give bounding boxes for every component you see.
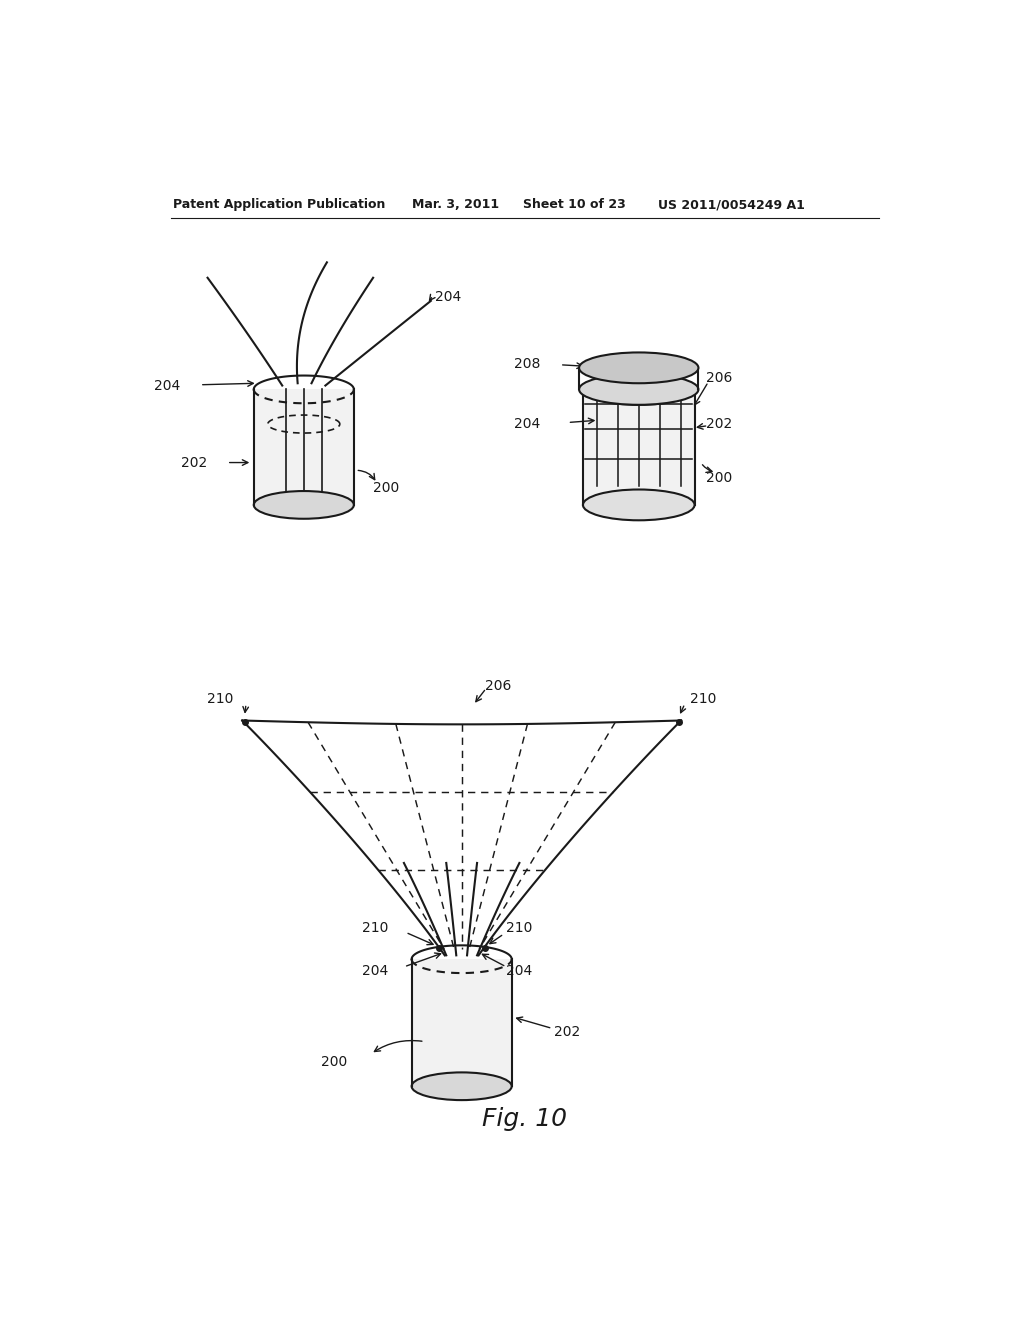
Ellipse shape — [412, 1072, 512, 1100]
Text: 204: 204 — [506, 964, 532, 978]
Text: Sheet 10 of 23: Sheet 10 of 23 — [523, 198, 626, 211]
Text: US 2011/0054249 A1: US 2011/0054249 A1 — [658, 198, 805, 211]
Bar — [412, 960, 512, 1086]
Text: 204: 204 — [435, 290, 461, 304]
Text: Patent Application Publication: Patent Application Publication — [173, 198, 385, 211]
Text: Fig. 10: Fig. 10 — [482, 1107, 567, 1131]
Text: 208: 208 — [514, 356, 541, 371]
Text: 204: 204 — [514, 417, 541, 432]
Text: 202: 202 — [707, 417, 732, 432]
Text: 210: 210 — [690, 692, 717, 706]
Ellipse shape — [580, 352, 698, 383]
Text: 200: 200 — [322, 1055, 348, 1069]
Text: 210: 210 — [506, 921, 532, 936]
Text: 200: 200 — [707, 471, 732, 484]
Text: 210: 210 — [362, 921, 388, 936]
Text: 210: 210 — [207, 692, 233, 706]
Ellipse shape — [583, 490, 694, 520]
Text: 206: 206 — [707, 371, 732, 385]
Ellipse shape — [254, 491, 354, 519]
Text: 202: 202 — [554, 1026, 581, 1039]
Text: 200: 200 — [373, 480, 399, 495]
Bar — [583, 389, 694, 506]
Text: 202: 202 — [181, 455, 208, 470]
Text: 204: 204 — [362, 964, 388, 978]
Ellipse shape — [583, 374, 694, 405]
Ellipse shape — [580, 374, 698, 405]
Text: Mar. 3, 2011: Mar. 3, 2011 — [412, 198, 499, 211]
Bar — [254, 389, 354, 506]
Text: 204: 204 — [155, 379, 180, 392]
Text: 206: 206 — [484, 678, 511, 693]
